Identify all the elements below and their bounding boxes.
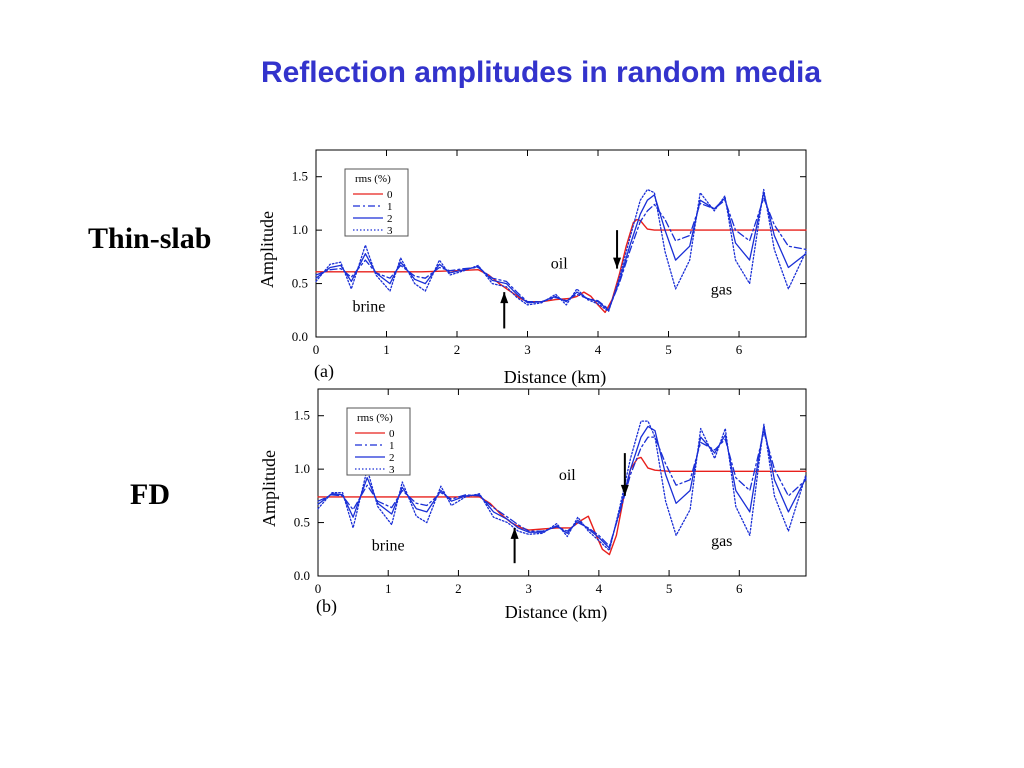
y-tick-label-b: 0.0 xyxy=(294,568,310,583)
y-tick-label-a: 1.5 xyxy=(292,169,308,184)
x-tick-label-b: 3 xyxy=(525,581,532,596)
x-tick-label-a: 0 xyxy=(313,342,320,357)
y-tick-label-a: 1.0 xyxy=(292,222,308,237)
annotation-brine-b: brine xyxy=(372,537,405,554)
annotation-brine-a: brine xyxy=(352,298,385,315)
x-tick-label-a: 2 xyxy=(454,342,461,357)
y-tick-label-b: 1.5 xyxy=(294,408,310,423)
x-axis-label-b: Distance (km) xyxy=(505,602,607,623)
arrow-head-up-b xyxy=(510,527,519,539)
series-line-rms-3-a xyxy=(315,188,807,313)
y-axis-label-b: Amplitude xyxy=(259,450,279,527)
legend-entry-0-a: 0 xyxy=(387,189,393,201)
annotation-oil-b: oil xyxy=(559,467,576,484)
x-tick-label-a: 5 xyxy=(665,342,672,357)
x-tick-label-a: 1 xyxy=(383,342,390,357)
legend-title-a: rms (%) xyxy=(355,173,391,185)
legend-entry-2-a: 2 xyxy=(387,213,393,225)
legend-entry-3-b: 3 xyxy=(389,464,395,476)
panel-label-a: (a) xyxy=(314,361,334,382)
x-tick-label-b: 1 xyxy=(385,581,392,596)
y-axis-label-a: Amplitude xyxy=(257,211,277,288)
series-line-rms-0-a xyxy=(315,218,807,314)
x-tick-label-a: 4 xyxy=(595,342,602,357)
y-tick-label-a: 0.5 xyxy=(292,276,308,291)
legend-entry-3-a: 3 xyxy=(387,225,393,237)
arrow-head-up-a xyxy=(500,292,509,304)
legend-entry-0-b: 0 xyxy=(389,428,395,440)
legend-entry-1-a: 1 xyxy=(387,201,393,213)
x-tick-label-a: 3 xyxy=(524,342,531,357)
x-tick-label-b: 5 xyxy=(666,581,673,596)
slide-title: Reflection amplitudes in random media xyxy=(260,56,822,89)
series-line-rms-0-b xyxy=(317,456,807,556)
arrow-head-down-b xyxy=(620,484,629,496)
x-tick-label-b: 0 xyxy=(315,581,322,596)
arrow-head-down-a xyxy=(613,257,622,269)
y-tick-label-b: 0.5 xyxy=(294,515,310,530)
legend-box-a xyxy=(344,168,409,237)
side-label-thin-slab: Thin-slab xyxy=(88,222,212,255)
annotation-gas-a: gas xyxy=(711,281,732,298)
x-tick-label-b: 6 xyxy=(736,581,743,596)
legend-box-b xyxy=(346,407,411,476)
annotation-oil-a: oil xyxy=(551,256,568,273)
y-tick-label-b: 1.0 xyxy=(294,461,310,476)
x-tick-label-b: 4 xyxy=(596,581,603,596)
annotation-gas-b: gas xyxy=(711,533,732,550)
x-tick-label-b: 2 xyxy=(455,581,462,596)
panel-label-b: (b) xyxy=(316,596,337,617)
plot-frame-a xyxy=(315,149,807,338)
plot-frame-b xyxy=(317,388,807,577)
x-tick-label-a: 6 xyxy=(736,342,743,357)
x-axis-label-a: Distance (km) xyxy=(504,367,606,388)
legend-entry-2-b: 2 xyxy=(389,452,395,464)
legend-entry-1-b: 1 xyxy=(389,440,395,452)
side-label-fd: FD xyxy=(130,478,170,511)
legend-title-b: rms (%) xyxy=(357,412,393,424)
series-line-rms-3-b xyxy=(317,420,807,552)
y-tick-label-a: 0.0 xyxy=(292,329,308,344)
